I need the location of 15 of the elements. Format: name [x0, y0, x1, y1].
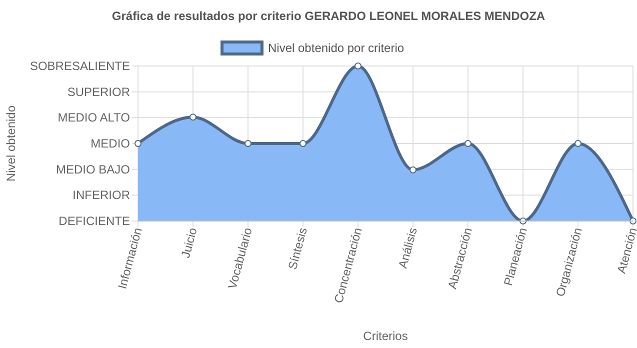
text: SOBRESALIENTE	[30, 59, 130, 73]
x-tick-label: Juicio	[178, 226, 200, 260]
x-tick-label: Análisis	[396, 226, 420, 270]
x-axis-title: Criterios	[363, 329, 408, 343]
text: MEDIO	[90, 136, 130, 150]
text: DEFICIENTE	[58, 214, 130, 228]
x-tick-label: Atención	[614, 226, 637, 275]
chart-title: Gráfica de resultados por criterio GERARDO LEONEL MORALES MENDOZA	[112, 9, 546, 23]
text: INFERIOR	[72, 188, 130, 202]
legend-label: Nivel obtenido por criterio	[268, 41, 404, 55]
text: SUPERIOR	[67, 84, 130, 99]
text: MEDIO ALTO	[58, 110, 130, 125]
text: MEDIO BAJO	[56, 162, 130, 176]
text: Nivel obtenido	[4, 105, 18, 182]
x-tick-label: Síntesis	[285, 226, 310, 272]
